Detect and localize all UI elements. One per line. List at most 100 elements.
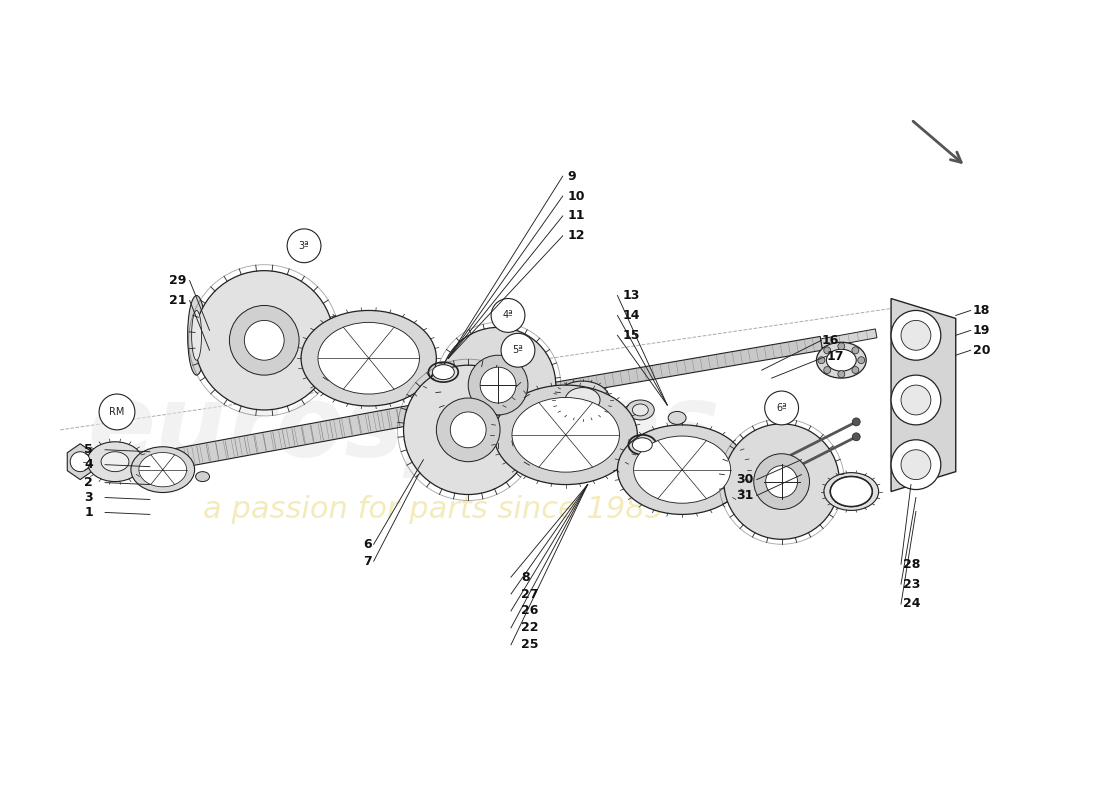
Text: 5ª: 5ª xyxy=(513,346,524,355)
Text: a passion for parts since 1985: a passion for parts since 1985 xyxy=(202,495,664,524)
Circle shape xyxy=(491,298,525,332)
Ellipse shape xyxy=(191,310,201,360)
Circle shape xyxy=(195,270,334,410)
Text: 23: 23 xyxy=(903,578,921,590)
Ellipse shape xyxy=(556,381,610,419)
Circle shape xyxy=(244,321,284,360)
Circle shape xyxy=(824,366,830,374)
Ellipse shape xyxy=(826,350,856,371)
Text: 4ª: 4ª xyxy=(503,310,514,321)
Text: 7: 7 xyxy=(363,554,372,568)
Circle shape xyxy=(440,327,556,442)
Circle shape xyxy=(852,418,860,426)
Text: 26: 26 xyxy=(521,605,538,618)
Text: 3: 3 xyxy=(85,491,94,504)
Circle shape xyxy=(818,357,825,364)
Polygon shape xyxy=(492,337,823,407)
Text: 30: 30 xyxy=(736,473,754,486)
Text: 8: 8 xyxy=(521,570,529,583)
Polygon shape xyxy=(168,390,495,470)
Circle shape xyxy=(70,452,90,472)
Ellipse shape xyxy=(632,438,652,452)
Circle shape xyxy=(437,398,501,462)
Ellipse shape xyxy=(617,425,747,514)
Ellipse shape xyxy=(634,436,730,503)
Text: 17: 17 xyxy=(826,350,844,362)
Ellipse shape xyxy=(565,387,600,413)
Ellipse shape xyxy=(830,477,872,506)
Text: 24: 24 xyxy=(903,598,921,610)
Circle shape xyxy=(287,229,321,262)
Circle shape xyxy=(901,385,931,415)
Ellipse shape xyxy=(87,442,143,482)
Circle shape xyxy=(858,357,865,364)
Circle shape xyxy=(450,412,486,448)
Circle shape xyxy=(481,367,516,403)
Circle shape xyxy=(901,321,931,350)
Ellipse shape xyxy=(432,365,454,380)
Text: 11: 11 xyxy=(568,210,585,222)
Circle shape xyxy=(824,347,830,354)
Ellipse shape xyxy=(139,453,187,487)
Text: eurospares: eurospares xyxy=(87,382,719,478)
Text: 14: 14 xyxy=(623,309,640,322)
Circle shape xyxy=(851,347,859,354)
Ellipse shape xyxy=(824,473,879,510)
Circle shape xyxy=(852,433,860,441)
Text: 5: 5 xyxy=(85,443,94,456)
Circle shape xyxy=(838,342,845,350)
Text: 4: 4 xyxy=(85,458,94,471)
Ellipse shape xyxy=(196,472,209,482)
Circle shape xyxy=(838,370,845,378)
Ellipse shape xyxy=(668,411,686,424)
Text: 25: 25 xyxy=(521,638,538,651)
Text: 6ª: 6ª xyxy=(777,403,786,413)
Ellipse shape xyxy=(188,295,206,375)
Ellipse shape xyxy=(632,404,648,416)
Circle shape xyxy=(724,424,839,539)
Ellipse shape xyxy=(318,322,419,394)
Circle shape xyxy=(99,394,135,430)
Text: 1: 1 xyxy=(85,506,94,519)
Text: 29: 29 xyxy=(169,274,187,287)
Text: 9: 9 xyxy=(568,170,576,182)
Circle shape xyxy=(500,334,535,367)
Text: 16: 16 xyxy=(822,334,839,347)
Text: 28: 28 xyxy=(903,558,921,570)
Text: 27: 27 xyxy=(521,587,538,601)
Circle shape xyxy=(754,454,810,510)
Circle shape xyxy=(851,366,859,374)
Text: 12: 12 xyxy=(568,230,585,242)
Text: 22: 22 xyxy=(521,622,538,634)
Ellipse shape xyxy=(512,398,619,472)
Text: 6: 6 xyxy=(363,538,372,550)
Text: RM: RM xyxy=(109,407,124,417)
Circle shape xyxy=(901,450,931,479)
Text: 19: 19 xyxy=(972,324,990,337)
Ellipse shape xyxy=(301,310,437,406)
Text: 2: 2 xyxy=(85,476,94,489)
Ellipse shape xyxy=(816,342,866,378)
Polygon shape xyxy=(67,444,94,479)
Text: 20: 20 xyxy=(972,344,990,357)
Ellipse shape xyxy=(101,452,129,472)
Text: 21: 21 xyxy=(169,294,187,307)
Circle shape xyxy=(404,365,532,494)
Text: 15: 15 xyxy=(623,329,640,342)
Circle shape xyxy=(766,466,797,498)
Circle shape xyxy=(891,310,940,360)
Circle shape xyxy=(230,306,299,375)
Ellipse shape xyxy=(626,400,654,420)
Text: 10: 10 xyxy=(568,190,585,202)
Ellipse shape xyxy=(131,446,195,493)
Text: 3ª: 3ª xyxy=(299,241,309,250)
Polygon shape xyxy=(891,298,956,491)
Circle shape xyxy=(469,355,528,415)
Polygon shape xyxy=(821,329,877,348)
Text: 18: 18 xyxy=(972,304,990,317)
Ellipse shape xyxy=(494,385,637,485)
Text: 31: 31 xyxy=(736,489,754,502)
Circle shape xyxy=(891,375,940,425)
Text: 13: 13 xyxy=(623,289,640,302)
Circle shape xyxy=(764,391,799,425)
